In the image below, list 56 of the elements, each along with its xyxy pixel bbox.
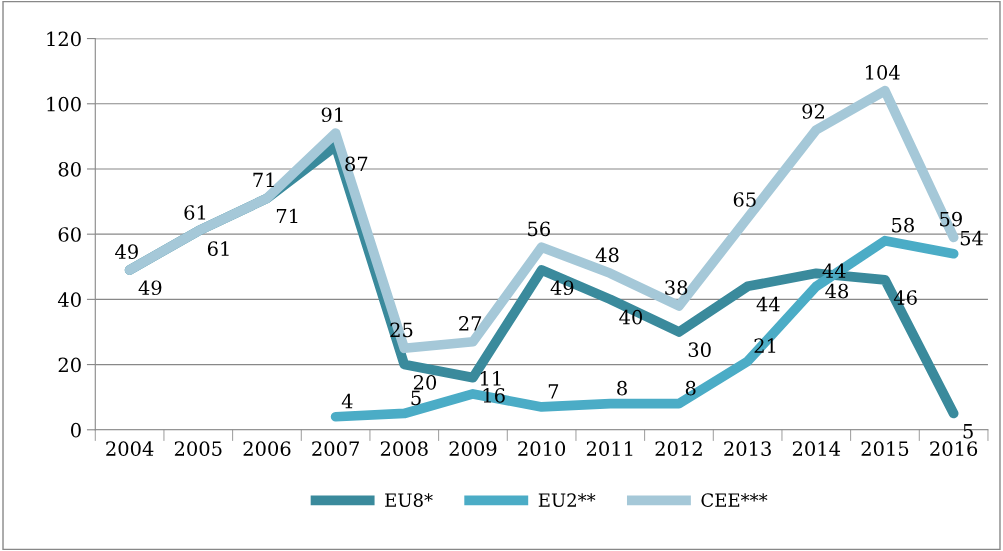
x-tick-label: 2005 bbox=[174, 441, 222, 456]
x-tick-label: 2015 bbox=[861, 441, 909, 456]
y-tick-label: 60 bbox=[58, 227, 81, 242]
data-label: 92 bbox=[802, 104, 824, 119]
data-label: 48 bbox=[825, 283, 849, 299]
data-label: 58 bbox=[892, 217, 914, 233]
x-tick-label: 2004 bbox=[106, 441, 154, 456]
data-label: 40 bbox=[619, 309, 643, 325]
data-label: 4 bbox=[341, 393, 353, 409]
data-label: 11 bbox=[480, 370, 501, 386]
x-tick-label: 2014 bbox=[792, 441, 841, 456]
x-tick-label: 2011 bbox=[586, 441, 633, 456]
data-label: 30 bbox=[688, 342, 711, 358]
data-label: 87 bbox=[345, 156, 368, 172]
data-label: 25 bbox=[390, 322, 413, 338]
data-label: 71 bbox=[253, 172, 274, 188]
data-label: 65 bbox=[733, 192, 756, 207]
data-label: 5 bbox=[963, 424, 973, 439]
y-tick-label: 100 bbox=[47, 96, 81, 112]
data-label: 44 bbox=[822, 263, 846, 278]
y-tick-label: 20 bbox=[58, 357, 81, 373]
data-label: 48 bbox=[595, 247, 619, 263]
data-label: 56 bbox=[528, 221, 550, 237]
data-label: 61 bbox=[207, 241, 229, 256]
data-label: 38 bbox=[665, 280, 688, 295]
data-label: 104 bbox=[865, 65, 900, 80]
data-label: 49 bbox=[115, 244, 138, 260]
data-label: 71 bbox=[276, 208, 298, 224]
x-tick-label: 2007 bbox=[312, 441, 359, 456]
x-tick-label: 2009 bbox=[449, 441, 497, 456]
data-label: 49 bbox=[138, 280, 162, 296]
data-label: 20 bbox=[413, 374, 437, 390]
y-tick-label: 40 bbox=[57, 292, 81, 308]
x-tick-label: 2008 bbox=[380, 441, 428, 456]
data-label: 16 bbox=[483, 388, 505, 403]
data-label: 44 bbox=[756, 296, 780, 312]
legend-label: EU2** bbox=[538, 493, 596, 507]
x-tick-label: 2006 bbox=[243, 441, 291, 456]
y-tick-label: 80 bbox=[58, 161, 81, 177]
data-label: 27 bbox=[459, 316, 482, 331]
data-label: 61 bbox=[184, 205, 206, 220]
data-label: 8 bbox=[617, 380, 627, 396]
legend-label: CEE*** bbox=[701, 493, 768, 507]
data-label: 7 bbox=[548, 384, 559, 399]
x-tick-label: 2013 bbox=[724, 441, 771, 456]
y-tick-label: 0 bbox=[71, 422, 81, 438]
data-label: 59 bbox=[940, 211, 962, 227]
data-label: 5 bbox=[411, 390, 421, 406]
data-label: 91 bbox=[321, 107, 343, 123]
y-tick-label: 120 bbox=[47, 31, 81, 47]
x-tick-label: 2016 bbox=[930, 441, 978, 456]
data-label: 54 bbox=[960, 230, 983, 246]
data-label: 49 bbox=[550, 280, 574, 296]
x-tick-label: 2010 bbox=[518, 441, 566, 456]
legend-label: EU8* bbox=[385, 493, 433, 507]
x-tick-label: 2012 bbox=[655, 441, 702, 456]
